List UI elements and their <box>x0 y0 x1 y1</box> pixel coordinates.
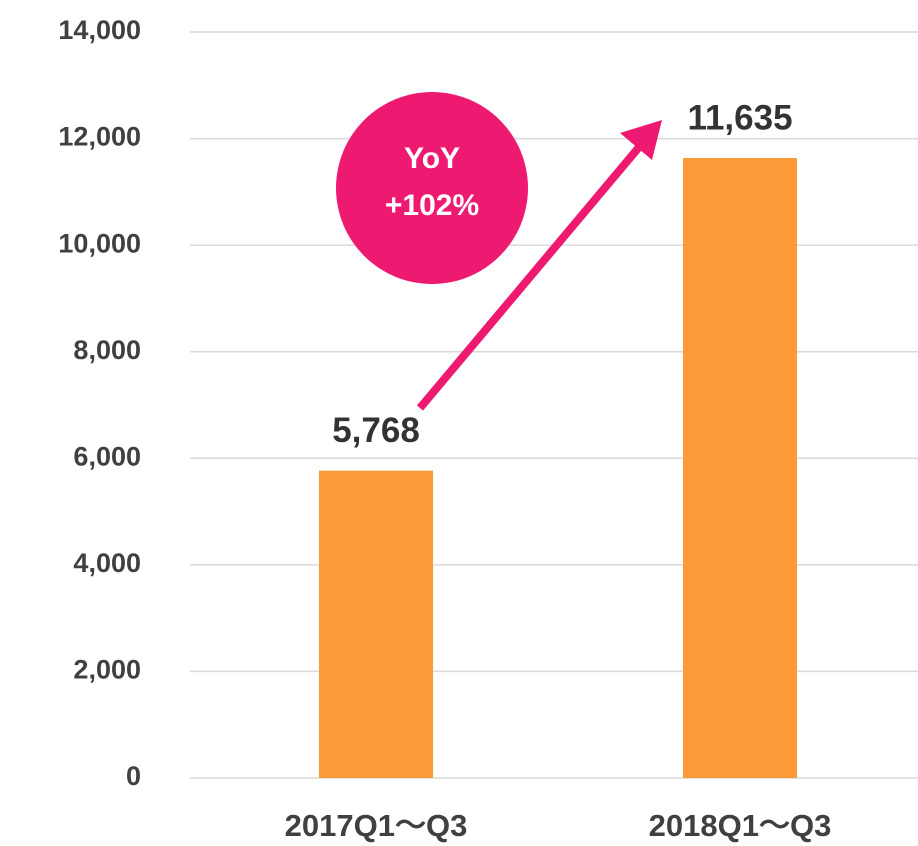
y-tick-label: 4,000 <box>73 548 141 578</box>
y-tick-label: 2,000 <box>73 655 141 685</box>
y-tick-label: 14,000 <box>58 15 141 45</box>
arrow-head <box>620 120 662 160</box>
value-label: 11,635 <box>687 98 792 137</box>
bar <box>683 158 797 778</box>
annotation-circle <box>336 92 528 284</box>
arrow-shaft <box>416 143 644 411</box>
bar <box>319 470 433 778</box>
annotation-text: YoY <box>404 142 460 175</box>
annotation-text: +102% <box>385 189 479 222</box>
y-tick-label: 12,000 <box>58 122 141 152</box>
value-label: 5,768 <box>332 411 420 450</box>
y-tick-label: 8,000 <box>73 335 141 365</box>
y-tick-label: 0 <box>126 761 141 791</box>
y-tick-label: 10,000 <box>58 228 141 258</box>
x-tick-label: 2017Q1～Q3 <box>285 808 468 843</box>
x-tick-label: 2018Q1～Q3 <box>649 808 832 843</box>
y-tick-label: 6,000 <box>73 441 141 471</box>
